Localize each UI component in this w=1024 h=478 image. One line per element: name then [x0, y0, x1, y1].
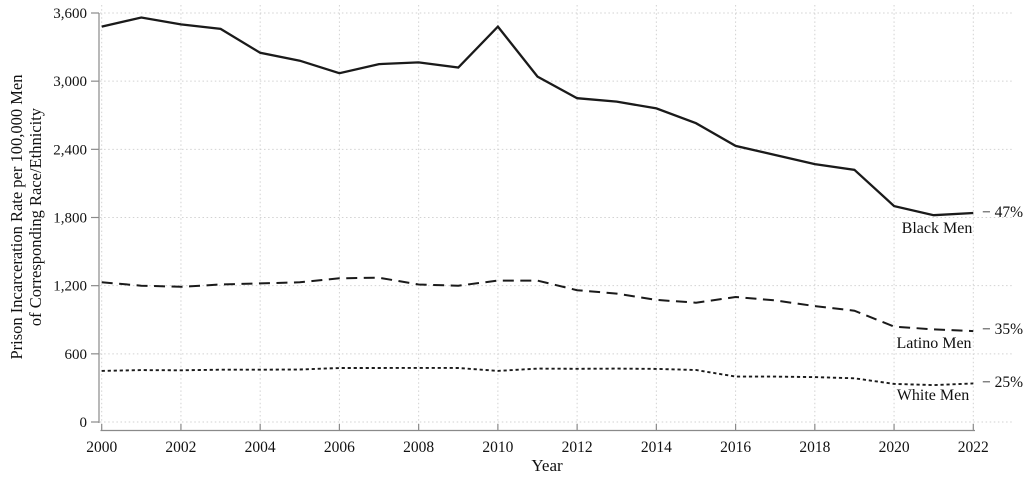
x-tick-label: 2014 — [641, 439, 672, 456]
x-tick-label: 2002 — [165, 439, 196, 456]
y-axis-title-line1: Prison Incarceration Rate per 100,000 Me… — [7, 74, 26, 360]
series-label-white-men: White Men — [896, 387, 970, 404]
x-tick-label: 2008 — [403, 439, 434, 456]
x-tick-label: 2006 — [324, 439, 355, 456]
y-tick-label: 1,200 — [53, 279, 87, 295]
x-tick-label: 2000 — [86, 439, 117, 456]
change-label-black-men: − 47% — [982, 204, 1024, 221]
x-tick-label: 2018 — [799, 439, 830, 456]
line-black-men — [101, 16, 974, 217]
x-tick-label: 2010 — [482, 439, 513, 456]
y-tick-label: 0 — [80, 415, 88, 431]
y-tick-label: 3,600 — [53, 6, 87, 22]
y-tick-label: 3,000 — [53, 74, 87, 90]
change-label-latino-men: − 35% — [982, 321, 1024, 338]
y-tick-label: 600 — [65, 347, 88, 363]
y-axis-title-line2: of Corresponding Race/Ethnicity — [26, 107, 45, 327]
y-axis-title: Prison Incarceration Rate per 100,000 Me… — [7, 7, 45, 427]
x-tick-label: 2016 — [720, 439, 751, 456]
x-tick-label: 2022 — [958, 439, 989, 456]
line-white-men — [101, 366, 974, 387]
line-latino-men — [101, 276, 974, 333]
x-tick-label: 2020 — [879, 439, 910, 456]
x-tick-label: 2012 — [562, 439, 593, 456]
y-tick-label: 1,800 — [53, 211, 87, 227]
series-label-latino-men: Latino Men — [896, 335, 972, 352]
x-axis-title: Year — [531, 456, 563, 475]
change-label-white-men: − 25% — [982, 374, 1024, 391]
y-tick-label: 2,400 — [53, 142, 87, 158]
series-label-black-men: Black Men — [901, 220, 973, 237]
x-tick-label: 2004 — [245, 439, 276, 456]
